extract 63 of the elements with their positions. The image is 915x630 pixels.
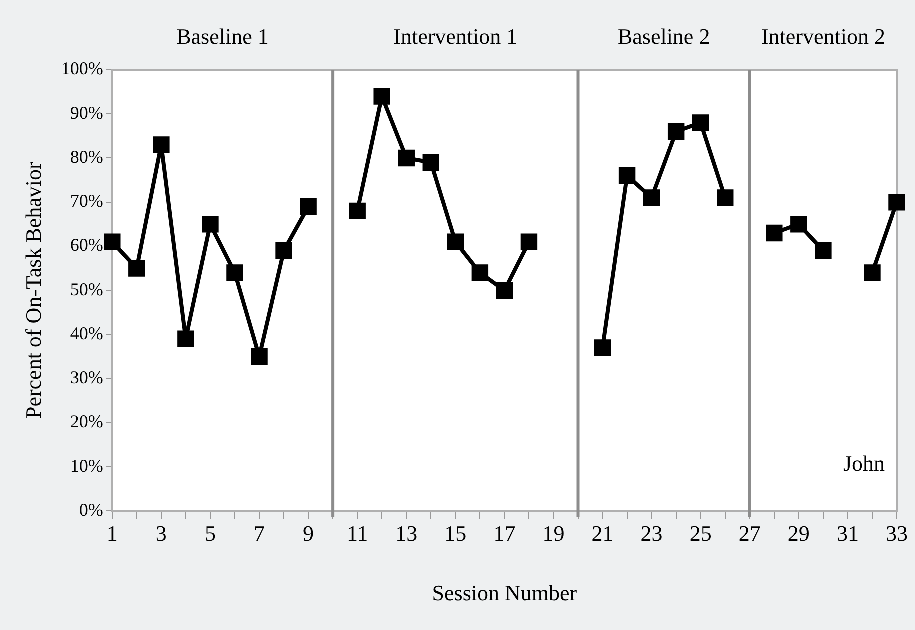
text: Baseline 2 <box>618 24 710 49</box>
point <box>300 198 317 216</box>
x-tick-label: 23 <box>640 521 663 546</box>
text: Intervention 2 <box>761 24 886 49</box>
y-tick-label: 40% <box>70 323 104 344</box>
x-tick-label: 31 <box>836 521 859 546</box>
point <box>766 224 783 242</box>
x-tick-label: 25 <box>690 521 712 546</box>
point <box>128 260 146 277</box>
y-tick-label: 50% <box>70 279 104 300</box>
x-tick-label: 15 <box>444 521 467 546</box>
point <box>104 234 121 250</box>
annotation: John <box>843 451 885 476</box>
x-tick-label: 27 <box>738 521 761 546</box>
x-tick-label: 21 <box>592 521 614 546</box>
point <box>374 88 390 105</box>
x-tick-label: 9 <box>303 521 314 546</box>
y-tick-label: 70% <box>70 191 104 212</box>
point <box>888 194 906 211</box>
point <box>398 150 415 167</box>
point <box>226 264 244 282</box>
x-tick-label: 33 <box>886 521 908 546</box>
x-tick-label: 29 <box>788 521 810 546</box>
point <box>520 234 538 250</box>
x-tick-label: 3 <box>156 521 167 546</box>
point <box>349 202 366 220</box>
x-tick-label: 19 <box>542 521 565 546</box>
point <box>178 330 194 348</box>
point <box>472 264 489 282</box>
x-tick-label: 1 <box>106 521 118 546</box>
y-tick-label: 60% <box>70 235 104 256</box>
y-axis-title: Percent of On-Task Behavior <box>20 161 46 420</box>
point <box>202 216 219 233</box>
y-tick-label: 100% <box>61 58 104 79</box>
x-axis-title: Session Number <box>432 580 578 606</box>
y-tick-label: 10% <box>70 456 104 476</box>
y-tick-label: 0% <box>79 500 104 520</box>
point <box>815 242 832 260</box>
point <box>153 136 170 154</box>
point <box>717 190 734 206</box>
point <box>618 168 636 184</box>
x-tick-label: 17 <box>494 521 516 546</box>
point <box>496 282 514 299</box>
point <box>790 216 808 233</box>
point <box>447 234 464 250</box>
point <box>251 348 268 366</box>
point <box>276 242 292 260</box>
point <box>594 340 612 356</box>
point <box>643 190 660 206</box>
point <box>692 114 710 132</box>
point <box>864 264 881 282</box>
text: Intervention 1 <box>394 24 518 49</box>
x-tick-label: 13 <box>396 521 418 546</box>
y-tick-label: 20% <box>70 412 104 432</box>
x-tick-label: 5 <box>204 521 216 546</box>
text: Baseline 1 <box>176 24 269 49</box>
point <box>668 123 685 140</box>
y-tick-label: 90% <box>70 102 104 123</box>
y-tick-label: 80% <box>70 146 104 167</box>
x-tick-label: 11 <box>346 521 368 546</box>
y-tick-label: 30% <box>70 368 104 388</box>
x-tick-label: 7 <box>254 521 266 546</box>
point <box>422 154 440 172</box>
